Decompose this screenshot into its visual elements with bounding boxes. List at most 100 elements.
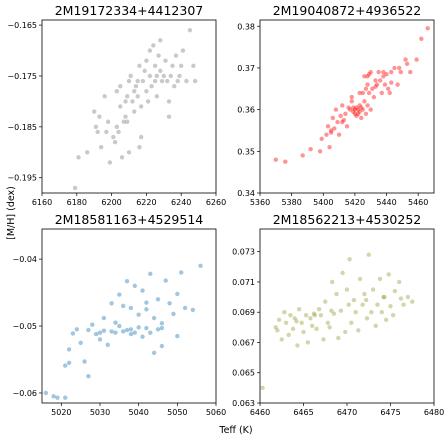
- data-point: [311, 311, 317, 316]
- data-point: [113, 330, 118, 335]
- data-point: [357, 276, 363, 282]
- data-point: [85, 150, 90, 155]
- data-point: [301, 329, 306, 335]
- data-point: [389, 69, 394, 75]
- data-point: [363, 297, 369, 303]
- data-point: [159, 78, 165, 84]
- data-point: [365, 74, 370, 79]
- chart-title: 2M18562213+4530252: [273, 212, 422, 227]
- data-point: [111, 134, 116, 140]
- data-point: [308, 316, 313, 321]
- chart-title: 2M19172334+4412307: [55, 3, 204, 18]
- data-point: [288, 313, 293, 318]
- data-point: [398, 296, 404, 301]
- data-point: [66, 360, 72, 366]
- data-point: [148, 271, 153, 277]
- data-point: [175, 78, 180, 84]
- data-point: [351, 297, 357, 303]
- x-tick-label: 6260: [206, 198, 226, 207]
- data-point: [279, 337, 284, 342]
- data-point: [283, 159, 288, 164]
- data-point: [299, 320, 304, 326]
- data-point: [305, 340, 311, 345]
- data-point: [375, 302, 380, 307]
- data-point: [425, 26, 430, 31]
- data-point: [310, 323, 315, 329]
- data-point: [166, 99, 172, 104]
- data-point: [316, 306, 322, 312]
- data-point: [76, 155, 81, 160]
- data-point: [347, 107, 353, 112]
- data-point: [179, 63, 184, 68]
- data-point: [121, 329, 126, 334]
- x-tick-label: 6180: [67, 198, 87, 207]
- data-point: [128, 331, 134, 337]
- y-tick-label: 0.071: [232, 278, 255, 287]
- data-point: [398, 69, 403, 75]
- data-point: [82, 359, 87, 364]
- data-point: [373, 78, 378, 83]
- data-point: [294, 319, 299, 324]
- data-point: [362, 99, 367, 104]
- data-point: [352, 111, 358, 117]
- data-point: [121, 303, 126, 309]
- data-point: [149, 83, 154, 89]
- data-point: [334, 291, 339, 297]
- data-point: [66, 347, 72, 352]
- data-point: [175, 291, 180, 297]
- data-point: [343, 111, 348, 117]
- data-point: [126, 78, 132, 84]
- x-tick-label: 5030: [90, 408, 110, 417]
- data-point: [354, 113, 359, 119]
- x-tick-label: 6475: [380, 408, 400, 417]
- data-point: [142, 68, 147, 74]
- data-point: [117, 323, 122, 329]
- data-point: [132, 89, 137, 94]
- data-point: [147, 48, 153, 53]
- chart-panel-3: 2M18581163+4529514 5020 5030 5040 5050 5060 −0…: [12, 212, 226, 417]
- data-point: [404, 61, 410, 66]
- y-tick-label: 0.34: [237, 189, 255, 198]
- data-point: [419, 36, 424, 41]
- data-point: [144, 307, 149, 312]
- data-point: [177, 73, 182, 79]
- x-tick-label: 5040: [128, 408, 148, 417]
- data-point: [340, 103, 345, 108]
- data-point: [353, 310, 358, 315]
- data-point: [381, 74, 386, 79]
- data-point: [125, 119, 130, 124]
- data-point: [152, 63, 158, 68]
- data-point: [386, 272, 391, 277]
- data-point: [159, 321, 165, 326]
- data-point: [166, 114, 172, 119]
- data-point: [184, 78, 189, 84]
- data-point: [276, 317, 282, 322]
- data-point: [349, 99, 354, 104]
- data-point: [140, 288, 145, 293]
- x-tick-label: 5400: [313, 198, 333, 207]
- data-point: [138, 104, 144, 109]
- data-point: [62, 395, 68, 400]
- x-tick-label: 5360: [250, 198, 270, 207]
- data-point: [114, 89, 120, 94]
- data-point: [98, 145, 104, 150]
- data-point: [43, 390, 49, 396]
- x-tick-label: 6240: [171, 198, 191, 207]
- data-point: [330, 279, 335, 285]
- data-point: [332, 126, 337, 131]
- data-point: [95, 129, 100, 135]
- data-point: [403, 57, 408, 62]
- data-point: [128, 327, 134, 332]
- data-point: [140, 334, 145, 339]
- data-point: [338, 113, 343, 119]
- data-point: [366, 71, 372, 77]
- data-point: [314, 326, 319, 332]
- data-point: [385, 86, 391, 91]
- y-tick-label: 0.067: [232, 338, 255, 347]
- y-tick-label: 0.38: [237, 22, 255, 31]
- data-point: [105, 119, 111, 124]
- data-point: [365, 103, 370, 108]
- data-point: [109, 329, 114, 334]
- data-point: [86, 327, 91, 333]
